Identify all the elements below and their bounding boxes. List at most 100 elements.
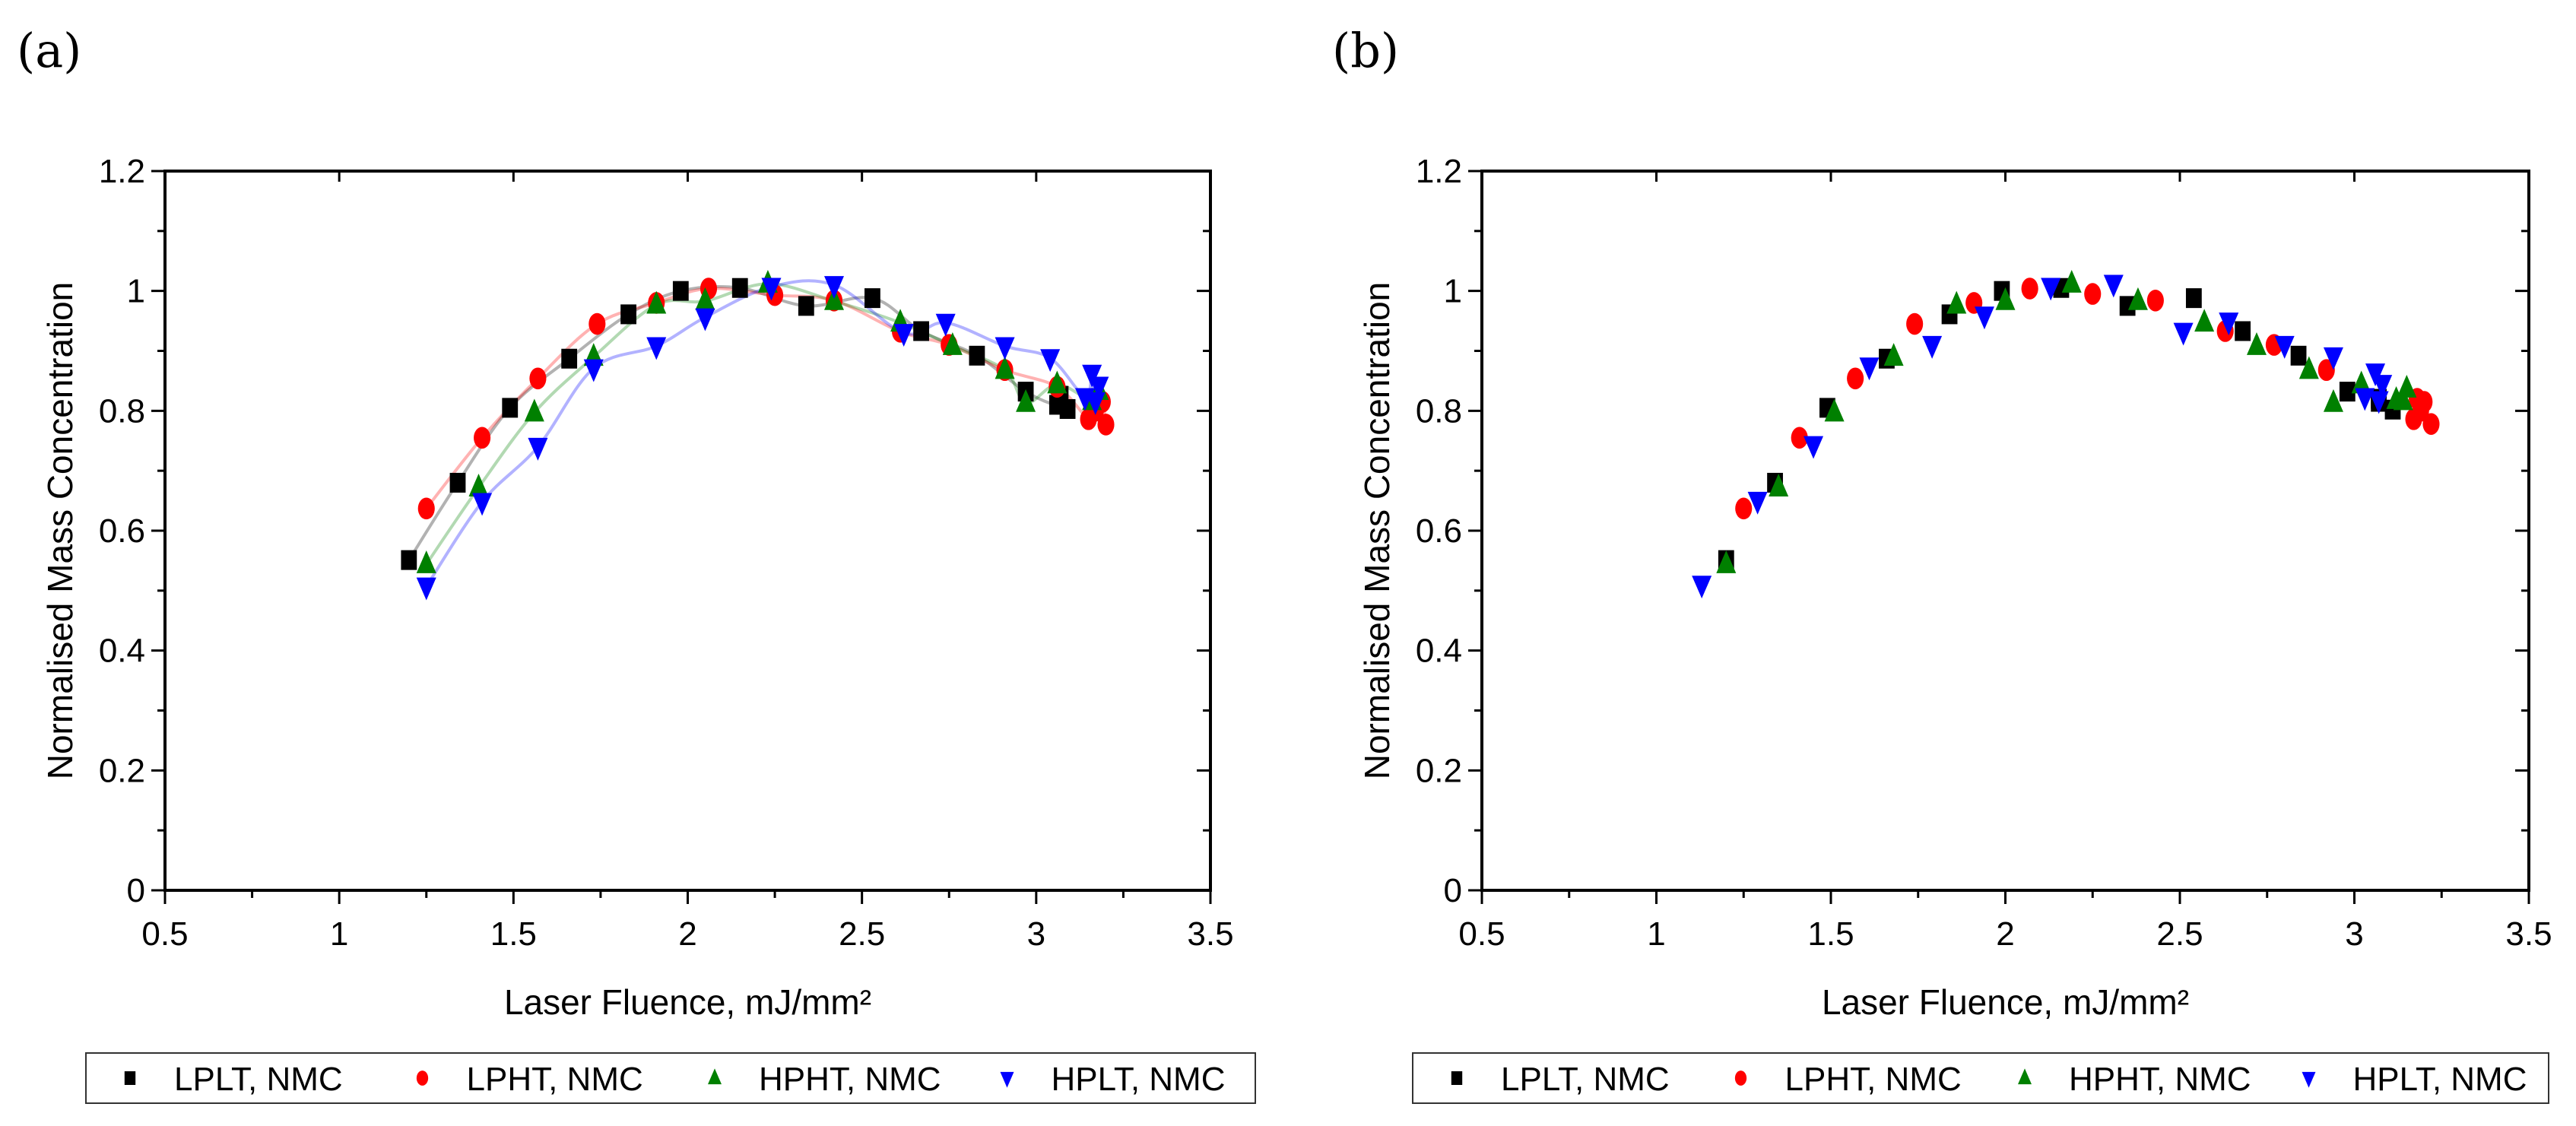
data-point-lplt (449, 472, 466, 493)
y-tick-label: 0 (1444, 872, 1462, 909)
data-point-lpht (1791, 427, 1808, 449)
data-point-hplt (761, 278, 782, 301)
data-point-hpht (1946, 290, 1967, 314)
data-point-hplt (1974, 306, 1994, 330)
data-point-hplt (2372, 375, 2393, 398)
data-point-hpht (2397, 374, 2417, 398)
x-tick-label: 3 (2345, 915, 2363, 953)
chart-panel-a: (a) 0.5 1 1.5 2 2.5 3 3.5 0 0.2 0.4 0.6 0.8 1 1.2 Laser… (17, 23, 1256, 1104)
data-point-lplt (401, 550, 417, 570)
legend: LPLT, NMC LPHT, NMC HPHT, NMC HPLT, NMC (1412, 1052, 2549, 1104)
data-point-hplt (416, 577, 436, 601)
data-point-lplt (1059, 398, 1076, 419)
y-tick-label: 0.4 (99, 633, 145, 670)
x-tick-label: 0.5 (141, 915, 188, 953)
fit-line-hplt (425, 279, 1101, 588)
data-point-hplt (893, 324, 914, 347)
x-tick-label: 2.5 (839, 915, 885, 953)
x-tick-label: 3 (1027, 915, 1045, 953)
y-tick-label: 0.6 (1416, 512, 1462, 550)
legend-label-lplt: LPLT, NMC (174, 1061, 343, 1098)
series-hplt (416, 276, 1109, 601)
data-point-hpht (416, 550, 436, 573)
y-tick-label: 0.4 (1416, 633, 1462, 670)
panel-label: (b) (1332, 23, 1399, 78)
series-lpht (1735, 278, 2440, 520)
data-point-hpht (2127, 287, 2148, 310)
data-point-lplt (864, 288, 880, 309)
legend: LPLT, NMC LPHT, NMC HPHT, NMC HPLT, NMC (85, 1052, 1256, 1104)
data-point-hplt (2103, 274, 2124, 298)
data-point-hpht (1769, 474, 1789, 496)
y-axis-title: Normalised Mass Concentration (40, 282, 80, 780)
data-point-hpht (942, 331, 963, 355)
data-point-hpht (2393, 387, 2413, 411)
x-axis-title: Laser Fluence, mJ/mm² (1822, 982, 2189, 1022)
data-point-hplt (1082, 364, 1102, 388)
data-point-lpht (1735, 497, 1753, 520)
y-tick-label: 1.2 (99, 153, 145, 190)
data-point-lpht (2084, 283, 2102, 305)
data-point-lplt (913, 321, 929, 341)
data-point-hplt (935, 313, 956, 337)
data-point-hpht (2246, 331, 2267, 355)
chart-panel-b: (b) 0.5 1 1.5 2 2.5 3 3.5 0 0.2 0.4 0.6 0.8 1 1.2 Laser… (1332, 23, 2552, 1104)
legend-label-hpht: HPHT, NMC (2069, 1061, 2251, 1098)
data-point-hplt (695, 308, 715, 331)
x-tick-label: 1.5 (1807, 915, 1854, 953)
legend-marker-hpht (708, 1068, 722, 1085)
data-point-lpht (1906, 312, 1924, 335)
data-point-hplt (1859, 357, 1880, 381)
data-point-lpht (2422, 413, 2440, 435)
data-point-hplt (2173, 322, 2194, 346)
y-tick-label: 1 (1444, 273, 1462, 310)
data-point-lplt (2235, 321, 2251, 341)
legend-marker-hplt (2302, 1071, 2316, 1088)
data-point-hplt (995, 337, 1015, 360)
series-hpht (1716, 270, 2417, 573)
data-point-hpht (2194, 309, 2215, 332)
data-point-hplt (1089, 376, 1109, 400)
data-point-lpht (2146, 289, 2164, 312)
data-point-lplt (2185, 288, 2202, 309)
data-point-hplt (1085, 392, 1106, 415)
x-tick-label: 2 (678, 915, 696, 953)
data-point-hpht (646, 290, 667, 314)
data-point-lpht (474, 427, 491, 449)
legend-label-lpht: LPHT, NMC (467, 1061, 643, 1098)
data-point-hpht (2061, 270, 2082, 293)
legend-marker-lplt (124, 1071, 136, 1085)
plot-frame (1480, 170, 2530, 892)
data-point-lplt (561, 348, 578, 369)
legend-label-hpht: HPHT, NMC (759, 1061, 941, 1098)
data-point-lplt (672, 281, 689, 301)
data-point-hpht (468, 474, 489, 496)
legend-label-hplt: HPLT, NMC (2353, 1061, 2527, 1098)
legend-label-lplt: LPLT, NMC (1501, 1061, 1670, 1098)
data-point-lplt (502, 398, 519, 418)
plot-frame (163, 170, 1212, 892)
x-axis-title: Laser Fluence, mJ/mm² (504, 982, 871, 1022)
data-point-hplt (646, 337, 667, 360)
legend-marker-lpht (416, 1070, 429, 1086)
y-tick-label: 1 (127, 273, 145, 310)
legend-box (1412, 1052, 2549, 1104)
data-point-lplt (2290, 345, 2307, 366)
x-tick-label: 2 (1996, 915, 2014, 953)
data-point-hplt (2355, 388, 2375, 411)
y-tick-label: 0.2 (1416, 752, 1462, 789)
data-point-hplt (824, 276, 844, 299)
y-axis-title: Normalised Mass Concentration (1357, 282, 1397, 780)
data-point-hpht (1883, 343, 1904, 366)
data-point-hpht (995, 356, 1015, 379)
data-point-lpht (529, 367, 547, 390)
data-point-lplt (731, 278, 748, 298)
data-point-hplt (1040, 349, 1061, 373)
x-tick-label: 3.5 (2505, 915, 2552, 953)
data-point-lpht (417, 497, 435, 520)
y-tick-label: 0.6 (99, 512, 145, 550)
data-point-hplt (583, 359, 604, 382)
y-tick-label: 0.8 (99, 392, 145, 430)
data-point-hplt (2368, 391, 2389, 414)
